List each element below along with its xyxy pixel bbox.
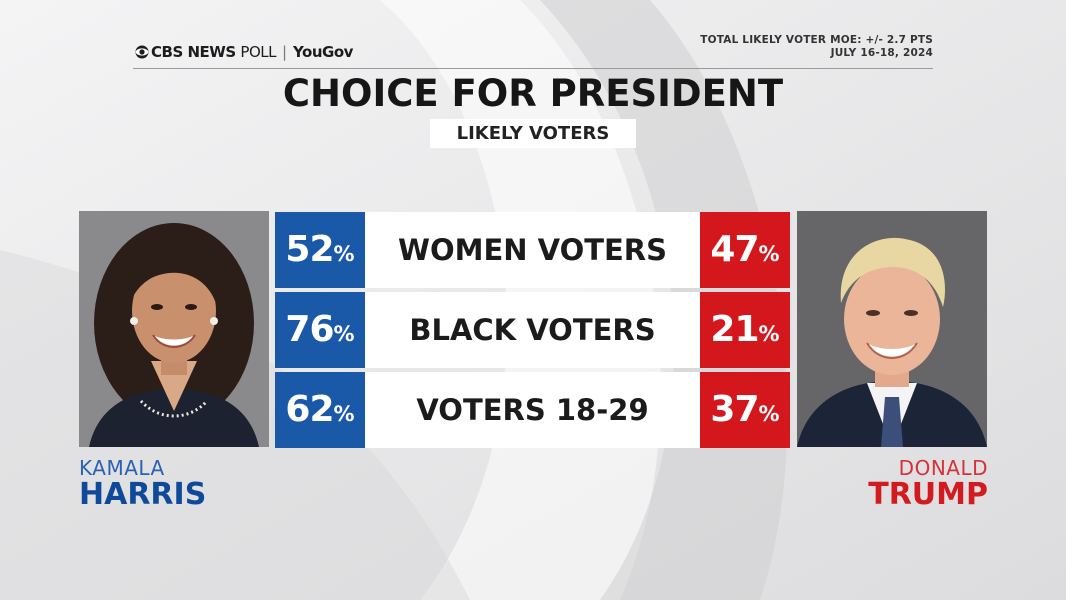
harris-last-name: HARRIS [79,477,207,512]
trump-percent-value: 37% [710,389,780,430]
harris-percent-value: 76% [285,309,355,350]
moe-note: TOTAL LIKELY VOTER MOE: +/- 2.7 PTS JULY… [700,34,933,60]
percent-sign: % [758,402,780,426]
trump-portrait [797,211,987,447]
harris-percent-value: 52% [285,229,355,270]
trump-percent: 21% [700,292,790,368]
trump-first-name: DONALD [898,456,988,480]
trump-percent: 47% [700,212,790,288]
trump-percent-value: 21% [710,309,780,350]
harris-percent: 52% [275,212,365,288]
subtitle-badge: LIKELY VOTERS [430,119,636,148]
table-row: 52% WOMEN VOTERS 47% [275,212,790,288]
trump-percent-value: 47% [710,229,780,270]
trump-last-name: TRUMP [868,477,988,512]
percent-sign: % [333,402,355,426]
date-line: JULY 16-18, 2024 [830,47,933,59]
table-row: 62% VOTERS 18-29 37% [275,372,790,448]
page-title: CHOICE FOR PRESIDENT [282,72,784,115]
harris-portrait [79,211,269,447]
category-label: BLACK VOTERS [409,313,656,347]
category-label: VOTERS 18-29 [416,393,649,427]
trump-percent: 37% [700,372,790,448]
trump-portrait-icon [797,211,987,447]
harris-percent: 76% [275,292,365,368]
percent-sign: % [333,242,355,266]
poll-brand: CBS NEWS POLL | YouGov [135,43,353,61]
harris-percent: 62% [275,372,365,448]
harris-portrait-icon [79,211,269,447]
harris-name: KAMALA HARRIS [79,457,206,511]
harris-first-name: KAMALA [79,456,165,480]
percent-sign: % [758,242,780,266]
brand-poll: POLL [240,43,276,61]
harris-percent-value: 62% [285,389,355,430]
moe-line: TOTAL LIKELY VOTER MOE: +/- 2.7 PTS [700,34,933,46]
trump-name: DONALD TRUMP [868,457,988,511]
cbs-eye-icon [135,45,149,59]
brand-cbs-news: CBS NEWS [151,43,236,61]
brand-yougov: YouGov [293,43,353,61]
brand-separator: | [281,43,288,61]
percent-sign: % [333,322,355,346]
percent-sign: % [758,322,780,346]
category-label: WOMEN VOTERS [397,233,668,267]
results-table: 52% WOMEN VOTERS 47% 76% BLACK VOTERS 21% 62% V… [275,212,790,452]
table-row: 76% BLACK VOTERS 21% [275,292,790,368]
header-rule [133,68,933,69]
